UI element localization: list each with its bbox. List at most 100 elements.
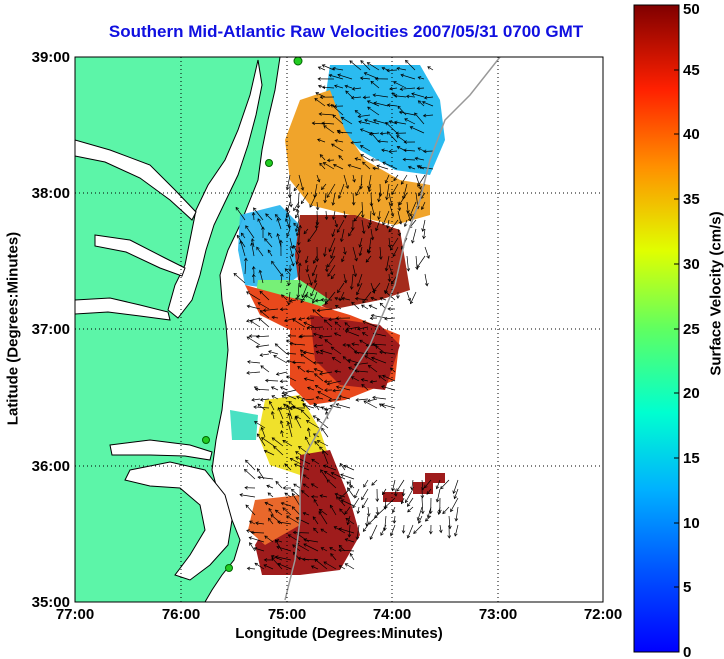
velocity-arrow: [382, 375, 396, 382]
velocity-arrow: [313, 499, 319, 507]
velocity-arrow-head: [342, 356, 347, 360]
velocity-arrow-head: [319, 349, 324, 354]
velocity-arrow-head: [245, 504, 250, 509]
velocity-arrow-head: [302, 403, 307, 407]
velocity-arrow-head: [369, 203, 374, 207]
velocity-arrow-head: [411, 92, 415, 96]
velocity-arrow-head: [337, 73, 341, 78]
velocity-arrow: [344, 506, 351, 515]
velocity-arrow-head: [389, 532, 394, 537]
velocity-arrow-head: [333, 332, 338, 336]
velocity-arrow-head: [347, 358, 352, 363]
velocity-arrow-head: [313, 498, 317, 503]
velocity-arrow-head: [298, 317, 302, 321]
velocity-arrow-head: [339, 297, 343, 302]
velocity-arrow-head: [344, 322, 348, 326]
velocity-arrow-head: [400, 181, 405, 185]
velocity-arrow-head: [286, 233, 290, 238]
velocity-arrow: [288, 413, 293, 429]
velocity-arrow-head: [422, 235, 426, 240]
velocity-arrow: [332, 192, 336, 206]
velocity-arrow: [321, 427, 329, 438]
velocity-arrow-head: [250, 242, 254, 246]
velocity-arrow: [335, 305, 342, 310]
velocity-arrow-head: [358, 252, 363, 257]
velocity-arrow-head: [285, 206, 289, 211]
velocity-arrow: [292, 361, 306, 364]
velocity-arrow-head: [265, 213, 269, 217]
velocity-arrow: [295, 451, 302, 456]
y-tick-label: 36:00: [32, 458, 70, 475]
velocity-arrow-head: [251, 273, 256, 278]
velocity-arrow-head: [453, 532, 458, 537]
velocity-region-north: [325, 65, 445, 175]
velocity-arrow: [423, 150, 434, 152]
velocity-arrow-head: [317, 391, 321, 395]
velocity-arrow-head: [267, 492, 272, 496]
velocity-arrow: [422, 101, 434, 107]
velocity-arrow-head: [348, 484, 353, 489]
velocity-arrow: [264, 502, 274, 507]
velocity-arrow-head: [359, 76, 364, 81]
velocity-arrow: [421, 497, 424, 514]
y-tick-label: 35:00: [32, 594, 70, 611]
velocity-arrow-head: [310, 483, 315, 487]
velocity-arrow-head: [340, 116, 345, 121]
velocity-arrow-head: [370, 80, 375, 85]
velocity-arrow: [376, 165, 389, 170]
velocity-arrow: [388, 192, 393, 206]
velocity-arrow: [314, 98, 326, 107]
x-tick-label: 77:00: [56, 606, 94, 623]
colorbar-tick-label: 15: [683, 450, 700, 467]
velocity-arrow: [303, 474, 310, 480]
velocity-arrow-head: [253, 207, 257, 211]
velocity-arrow-head: [256, 246, 260, 251]
velocity-arrow: [280, 273, 283, 284]
velocity-arrow: [260, 353, 270, 356]
station-marker: [202, 436, 210, 444]
velocity-arrow-head: [323, 253, 327, 257]
velocity-arrow: [388, 237, 391, 248]
velocity-arrow-head: [360, 378, 365, 382]
velocity-arrow-head: [370, 356, 375, 361]
velocity-arrow-head: [248, 520, 253, 524]
velocity-arrow: [345, 563, 355, 570]
velocity-arrow-head: [366, 100, 371, 104]
velocity-arrow-head: [261, 437, 265, 441]
velocity-arrow-head: [277, 406, 281, 411]
velocity-arrow: [256, 335, 270, 338]
velocity-arrow-head: [341, 258, 345, 263]
velocity-arrow-head: [387, 278, 392, 283]
velocity-arrow: [341, 499, 355, 507]
velocity-arrow: [375, 219, 381, 231]
velocity-arrow-head: [293, 483, 297, 487]
velocity-arrow: [365, 255, 372, 263]
velocity-arrow: [287, 405, 293, 420]
velocity-arrow-head: [288, 400, 292, 405]
velocity-arrow-head: [233, 272, 238, 277]
velocity-arrow: [274, 539, 283, 552]
velocity-arrow: [373, 333, 387, 337]
velocity-arrow: [314, 368, 324, 373]
velocity-arrow: [245, 504, 256, 516]
velocity-arrow: [391, 183, 399, 195]
velocity-arrow-head: [407, 165, 412, 170]
velocity-arrow-head: [240, 232, 245, 237]
velocity-arrow-head: [289, 203, 293, 208]
velocity-arrow: [286, 174, 291, 190]
velocity-arrow-head: [300, 299, 304, 304]
velocity-arrow-head: [288, 268, 292, 272]
velocity-arrow: [319, 113, 335, 116]
velocity-arrow: [271, 557, 283, 570]
velocity-arrow-head: [370, 236, 375, 241]
velocity-arrow-head: [304, 294, 309, 298]
velocity-arrow-head: [437, 511, 441, 515]
velocity-arrow-head: [424, 282, 429, 287]
velocity-arrow-head: [305, 268, 310, 273]
velocity-arrow: [367, 506, 370, 517]
velocity-arrow-head: [388, 244, 392, 249]
velocity-arrow: [385, 174, 390, 184]
rappahannock-river: [94, 234, 186, 277]
velocity-arrow-head: [291, 506, 296, 510]
velocity-arrow: [360, 77, 371, 80]
